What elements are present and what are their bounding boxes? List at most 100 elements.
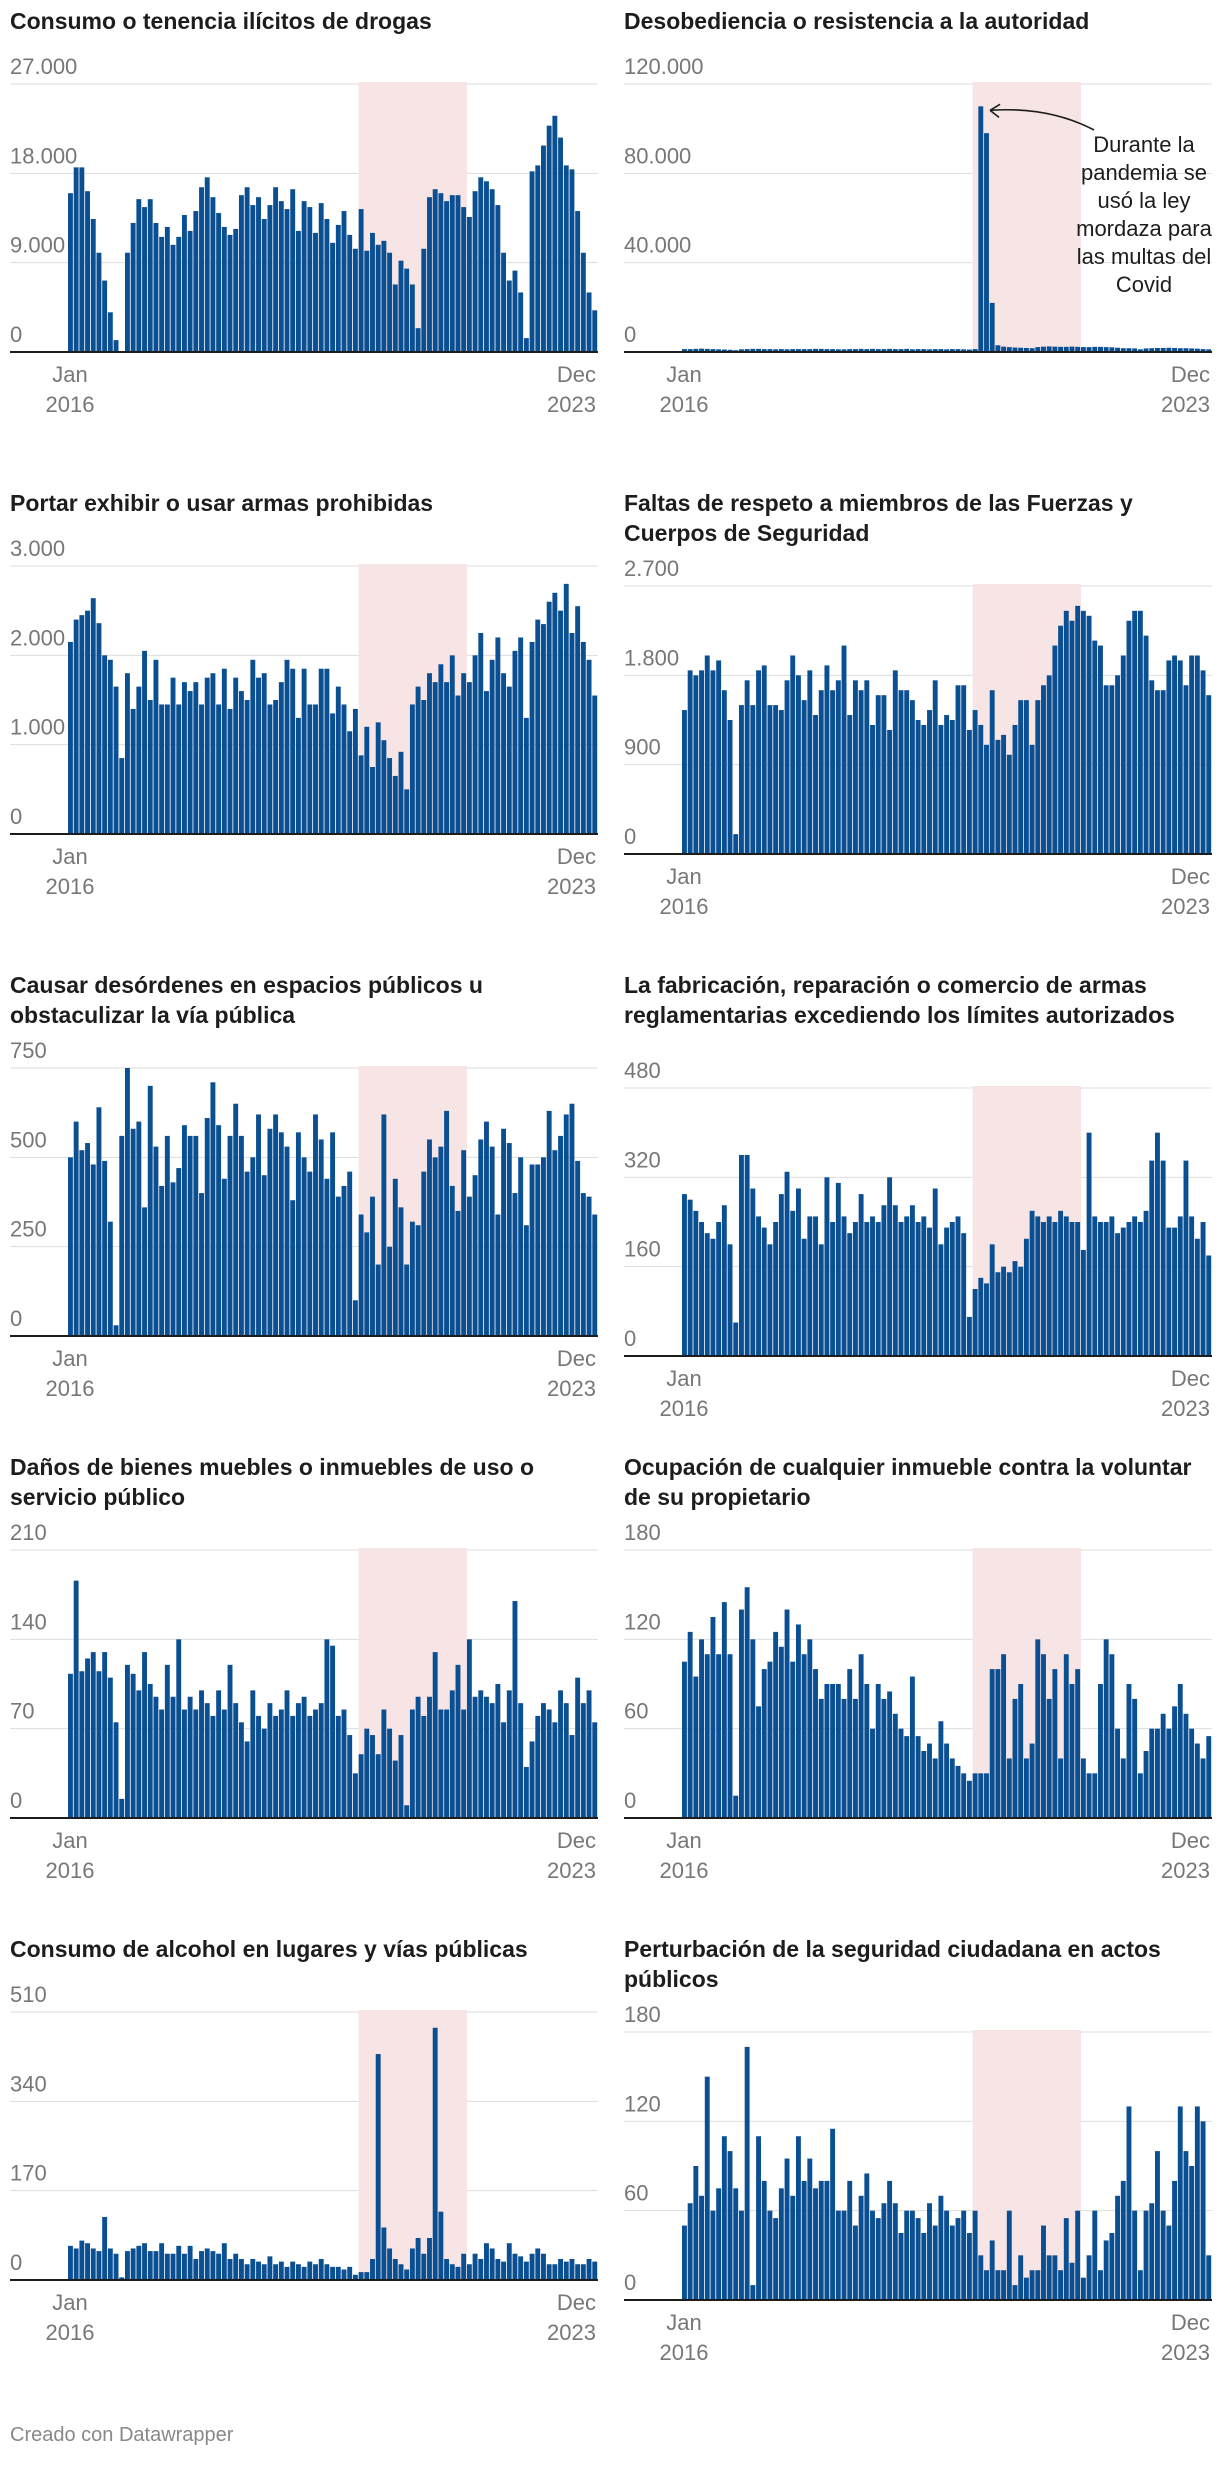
bar [586, 2258, 592, 2280]
bar [107, 312, 113, 352]
bar [818, 1698, 824, 1818]
bar [495, 637, 501, 834]
bar [909, 1205, 915, 1356]
bar [1143, 635, 1149, 854]
bar [858, 1194, 864, 1356]
bar [790, 2195, 796, 2300]
bar [159, 236, 165, 352]
annotation-text: Durante la [1093, 132, 1195, 157]
bar [824, 1684, 830, 1818]
bar [1046, 1216, 1052, 1356]
bar [835, 1684, 841, 1818]
bar [949, 349, 955, 352]
bar [398, 2264, 404, 2280]
y-tick-label: 480 [624, 1058, 661, 1083]
bar [489, 189, 495, 352]
bar [932, 349, 938, 352]
bar [830, 1222, 836, 1356]
bar [1155, 2151, 1160, 2300]
bar [472, 655, 478, 834]
bar [427, 673, 432, 834]
x-tick-label: 2016 [46, 1858, 95, 1883]
bar [1075, 605, 1081, 854]
bar [392, 2258, 398, 2280]
chart-panel: Consumo de alcohol en lugares y vías púb… [10, 1928, 598, 2410]
bar [563, 1114, 569, 1336]
bar [199, 1690, 204, 1818]
bar [1160, 347, 1166, 352]
bar [478, 633, 484, 834]
bar [295, 230, 301, 352]
bar [352, 1300, 358, 1336]
bar [716, 1654, 722, 1818]
bar [523, 2261, 529, 2280]
bar [1206, 1736, 1212, 1818]
bar [767, 349, 773, 352]
bar [830, 1684, 836, 1818]
bar [1177, 1216, 1183, 1356]
bar [227, 234, 233, 352]
bar [1132, 1698, 1138, 1818]
bar [852, 349, 858, 352]
bar [341, 1185, 347, 1336]
bar [704, 2076, 710, 2300]
chart-title: Consumo de alcohol en lugares y vías púb… [10, 1936, 528, 1962]
chart-panel: Perturbación de la seguridad ciudadana e… [624, 1928, 1212, 2410]
bar [721, 2136, 727, 2300]
bar [501, 1128, 507, 1336]
y-tick-label: 2.000 [10, 625, 65, 650]
bar [944, 2210, 950, 2300]
bar [795, 2136, 801, 2300]
bar [710, 1617, 716, 1818]
bar [444, 2258, 450, 2280]
bar [795, 349, 801, 352]
bar [364, 726, 370, 834]
bar [699, 348, 704, 352]
bar [489, 1146, 495, 1336]
bar [221, 2243, 227, 2280]
y-tick-label: 1.800 [624, 645, 679, 670]
bar [750, 2285, 756, 2300]
bar [227, 1664, 233, 1818]
bar [238, 1135, 244, 1336]
bar [795, 675, 801, 854]
bar [949, 2225, 955, 2300]
bar [119, 1798, 125, 1818]
bar [1035, 1216, 1041, 1356]
bar [221, 1709, 227, 1818]
x-tick-label: 2023 [547, 1858, 596, 1883]
bar [989, 302, 995, 352]
bar [892, 670, 898, 854]
bar [404, 1805, 410, 1818]
bar [193, 1135, 199, 1336]
bar [1046, 675, 1052, 854]
bar [1092, 640, 1098, 854]
bar [529, 1741, 535, 1818]
bar [136, 1121, 142, 1336]
bar [147, 1684, 153, 1818]
bar [107, 1677, 113, 1818]
bar [756, 1706, 761, 1818]
bar [575, 1160, 581, 1336]
bar [1086, 615, 1092, 854]
bar [1149, 1728, 1155, 1818]
bar [721, 349, 727, 352]
bar [927, 1227, 932, 1356]
bar [85, 1143, 90, 1336]
bar [489, 1703, 495, 1818]
bar [233, 2253, 239, 2280]
bar [506, 1690, 512, 1818]
bar [592, 2261, 598, 2280]
bar [427, 197, 432, 352]
bar [1155, 1132, 1160, 1356]
x-tick-label: Jan [666, 1366, 701, 1391]
bar [1012, 724, 1018, 854]
bar [546, 2264, 552, 2280]
bar [1075, 346, 1081, 352]
bar [1001, 346, 1007, 352]
bar [898, 2233, 904, 2300]
y-tick-label: 0 [10, 1306, 22, 1331]
bar-chart: 0 250 500 750 Jan 2016 Dec 2023 [10, 1038, 598, 1401]
bar [1001, 734, 1007, 854]
x-tick-label: Dec [1171, 1366, 1210, 1391]
